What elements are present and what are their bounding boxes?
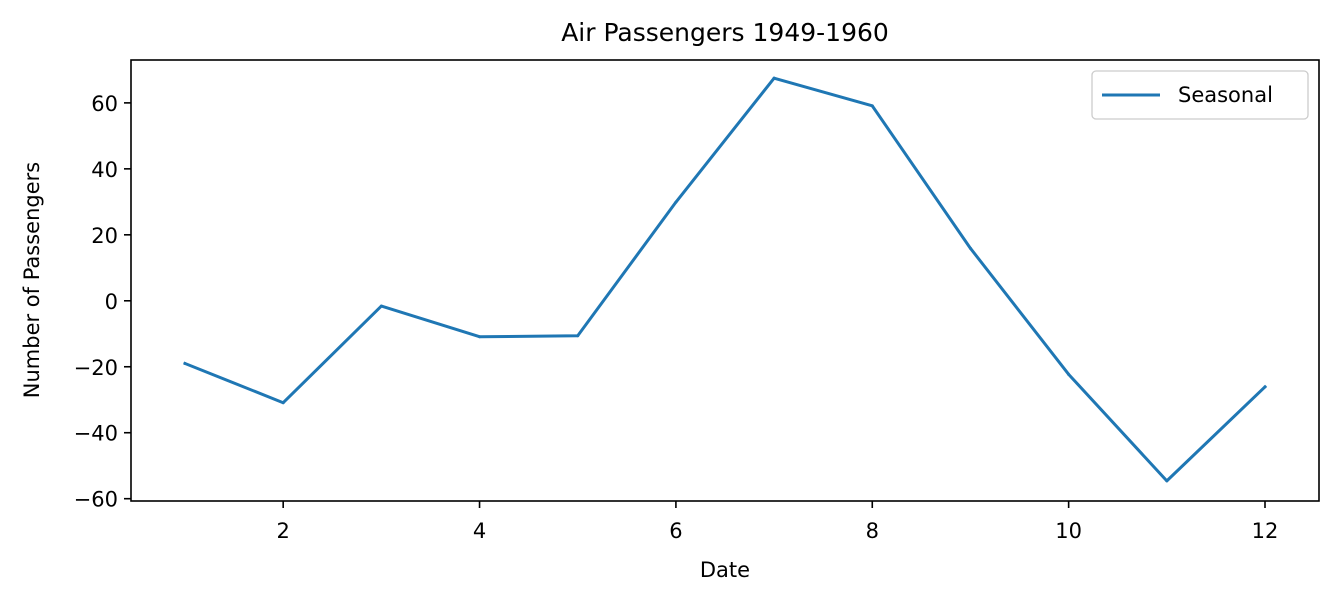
x-tick-label: 4: [473, 519, 486, 543]
data-point: [576, 334, 580, 338]
data-point: [281, 401, 285, 405]
data-point: [772, 76, 776, 80]
y-tick-label: −40: [74, 422, 118, 446]
y-tick-label: 40: [91, 158, 118, 182]
data-point: [183, 361, 187, 365]
data-point: [968, 246, 972, 250]
data-point: [1067, 372, 1071, 376]
legend: Seasonal: [1091, 70, 1309, 120]
x-tick-label: 2: [276, 519, 289, 543]
x-axis-label: Date: [700, 558, 750, 582]
x-axis: 2 4 6 8 10 12: [276, 501, 1278, 543]
data-point: [379, 304, 383, 308]
data-point: [1263, 385, 1267, 389]
y-tick-label: −60: [74, 488, 118, 512]
data-point: [478, 335, 482, 339]
data-point: [674, 200, 678, 204]
y-tick-label: 20: [91, 224, 118, 248]
legend-box: [1091, 70, 1309, 120]
series-layer: [183, 76, 1268, 483]
y-axis-label: Number of Passengers: [20, 162, 44, 398]
x-tick-label: 6: [669, 519, 682, 543]
data-point: [870, 104, 874, 108]
y-tick-label: −20: [74, 356, 118, 380]
plot-frame: [130, 59, 1320, 502]
data-point: [1165, 479, 1169, 483]
chart-title: Air Passengers 1949-1960: [561, 18, 889, 47]
y-axis: −60 −40 −20 0 20 40 60: [74, 92, 131, 512]
plot-area: [130, 59, 1320, 502]
x-tick-label: 10: [1055, 519, 1082, 543]
y-tick-label: 0: [105, 290, 118, 314]
legend-label-seasonal: Seasonal: [1178, 83, 1273, 107]
series-line-seasonal: [183, 76, 1268, 483]
x-tick-label: 8: [866, 519, 879, 543]
x-tick-label: 12: [1252, 519, 1279, 543]
y-tick-label: 60: [91, 92, 118, 116]
